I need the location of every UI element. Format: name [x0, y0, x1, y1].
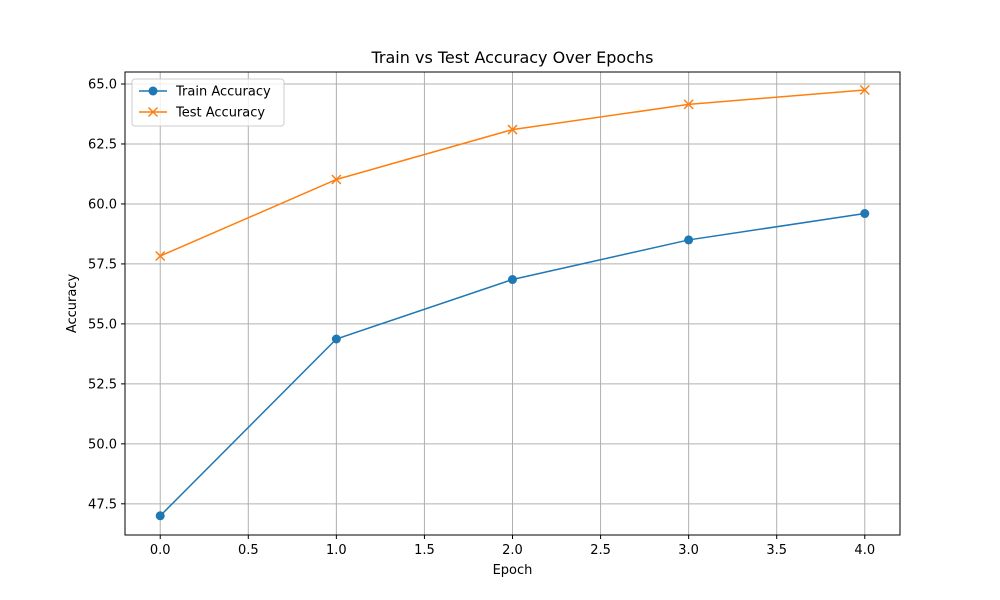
x-tick-label: 2.0	[502, 543, 523, 558]
y-tick-label: 55.0	[88, 317, 117, 332]
y-axis-label: Accuracy	[65, 274, 80, 334]
y-tick-label: 50.0	[88, 437, 117, 452]
legend-marker-train	[148, 86, 158, 96]
chart-title: Train vs Test Accuracy Over Epochs	[371, 48, 654, 67]
x-tick-label: 2.5	[590, 543, 611, 558]
data-point-train-accuracy	[508, 275, 517, 285]
data-point-train-accuracy	[860, 209, 870, 219]
series-layer	[155, 84, 870, 521]
legend: Train Accuracy Test Accuracy	[131, 78, 285, 127]
data-point-train-accuracy	[331, 334, 341, 344]
data-point-test-accuracy	[155, 250, 166, 262]
y-tick-label: 65.0	[88, 77, 117, 92]
x-tick-label: 1.5	[414, 543, 435, 558]
data-point-test-accuracy	[683, 99, 694, 110]
x-tick-label: 1.0	[326, 543, 347, 558]
y-tick-label: 57.5	[88, 257, 117, 272]
y-tick-label: 62.5	[88, 137, 117, 152]
legend-label-train: Train Accuracy	[175, 85, 271, 100]
data-point-train-accuracy	[684, 235, 694, 245]
axis-ticks: 0.0 0.5 1.0 1.5 2.0 2.5 3.0 3.5 4.0 47.5 50.0 52.5 5…	[88, 77, 875, 558]
x-tick-label: 3.5	[766, 543, 787, 558]
legend-entry-train: Train Accuracy	[139, 85, 271, 100]
x-axis-label: Epoch	[493, 563, 533, 578]
data-point-train-accuracy	[155, 511, 165, 521]
x-tick-label: 0.0	[150, 543, 171, 558]
legend-box	[131, 78, 285, 127]
y-tick-label: 47.5	[88, 497, 117, 512]
y-tick-label: 60.0	[88, 197, 117, 212]
legend-entry-test: Test Accuracy	[139, 106, 265, 121]
x-tick-label: 4.0	[854, 543, 875, 558]
y-tick-label: 52.5	[88, 377, 117, 392]
x-tick-label: 0.5	[238, 543, 259, 558]
x-tick-label: 3.0	[678, 543, 699, 558]
data-point-test-accuracy	[507, 124, 518, 135]
data-point-test-accuracy	[331, 174, 342, 185]
legend-label-test: Test Accuracy	[175, 106, 265, 121]
data-point-test-accuracy	[859, 84, 870, 96]
legend-marker-test	[147, 106, 159, 118]
grid	[125, 72, 900, 535]
